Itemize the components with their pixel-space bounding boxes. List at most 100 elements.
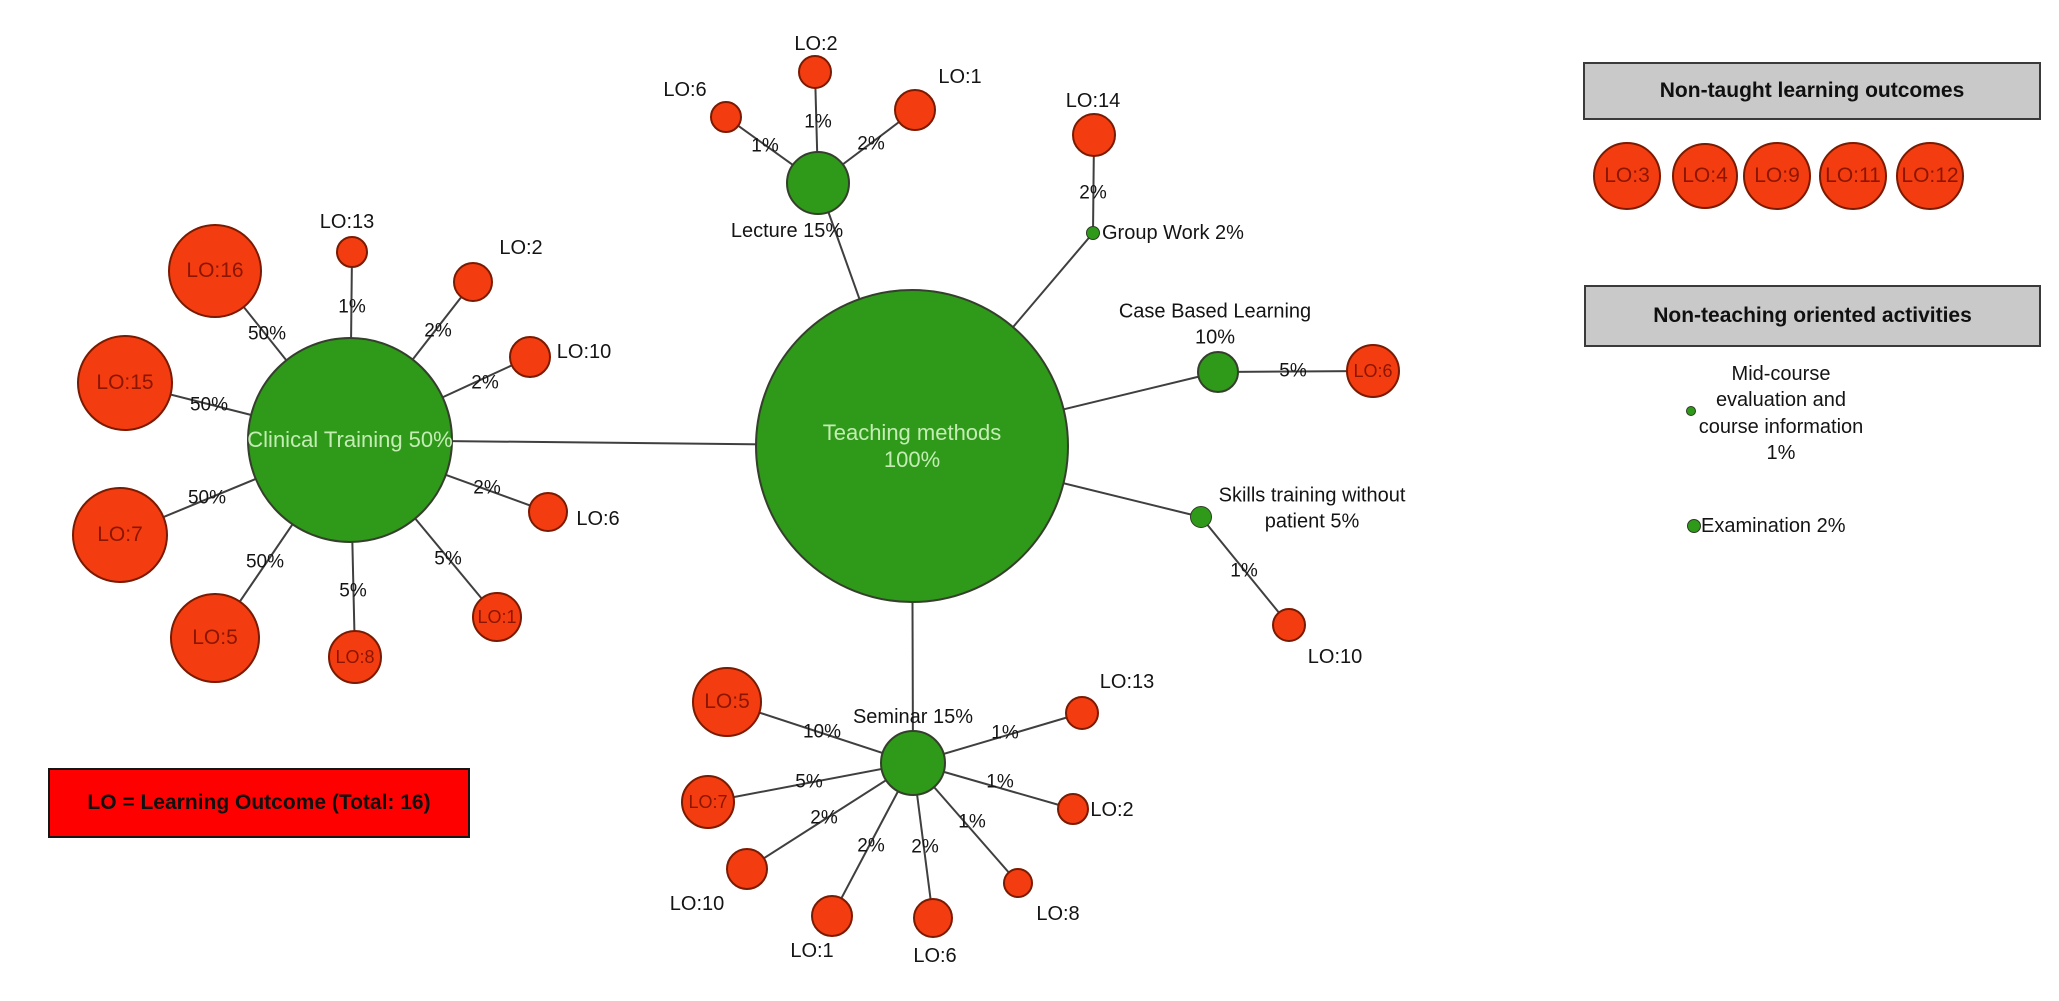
outcome-node-cl-lo8: LO:8 [328, 630, 382, 684]
outcome-node-se-lo2 [1057, 793, 1089, 825]
node-label: LO:12 [1901, 164, 1959, 187]
node-label-le-lo6: LO:6 [663, 78, 707, 101]
non-teaching-activity-dot-1 [1686, 406, 1696, 416]
non-taught-outcome-4: LO:11 [1819, 142, 1887, 210]
node-label-se-lo8: LO:8 [1036, 902, 1080, 925]
outcome-node-le-lo6 [710, 101, 742, 133]
legend-box: LO = Learning Outcome (Total: 16) [48, 768, 470, 838]
outcome-node-cl-lo16: LO:16 [168, 224, 262, 318]
non-taught-panel-header: Non-taught learning outcomes [1583, 62, 2041, 120]
edge-weight-label: 2% [471, 372, 499, 394]
outcome-node-se-lo5: LO:5 [692, 667, 762, 737]
edge-weight-label: 5% [1279, 360, 1307, 382]
method-node-teaching: Teaching methods 100% [755, 289, 1069, 603]
outcome-node-se-lo6 [913, 898, 953, 938]
non-teaching-activity-label-2: Examination 2% [1701, 514, 1846, 537]
node-label-le-lo1: LO:1 [938, 65, 982, 88]
edge-weight-label: 1% [986, 771, 1014, 793]
edge-weight-label: 1% [1230, 560, 1258, 582]
legend-text: LO = Learning Outcome (Total: 16) [87, 791, 431, 814]
node-label: LO:15 [96, 371, 154, 394]
non-taught-panel-title: Non-taught learning outcomes [1659, 79, 1965, 102]
edge-weight-label: 1% [804, 111, 832, 133]
outcome-node-se-lo8 [1003, 868, 1033, 898]
node-label-se-lo6: LO:6 [913, 944, 957, 967]
edge-weight-label: 2% [810, 807, 838, 829]
node-label: Clinical Training 50% [247, 427, 453, 453]
edge-weight-label: 2% [857, 835, 885, 857]
node-label: LO:6 [1353, 360, 1393, 381]
edge-weight-label: 2% [857, 133, 885, 155]
node-label: LO:7 [688, 791, 728, 812]
node-label-cl-lo13: LO:13 [319, 210, 375, 233]
node-label: LO:4 [1682, 164, 1728, 187]
node-label: LO:7 [97, 523, 143, 546]
edge-weight-label: 5% [339, 580, 367, 602]
edge-weight-label: 5% [434, 548, 462, 570]
edge-line-skills-sk-lo10 [1200, 516, 1290, 626]
node-label: LO:5 [704, 690, 750, 713]
edge-weight-label: 1% [991, 722, 1019, 744]
outcome-node-se-lo10 [726, 848, 768, 890]
node-label: LO:3 [1604, 164, 1650, 187]
node-label: LO:9 [1754, 164, 1800, 187]
edge-weight-label: 50% [245, 551, 285, 573]
outcome-node-cl-lo10 [509, 336, 551, 378]
node-label-cl-lo6: LO:6 [576, 507, 620, 530]
non-taught-outcome-5: LO:12 [1896, 142, 1964, 210]
outcome-node-se-lo13 [1065, 696, 1099, 730]
node-label-se-lo1: LO:1 [790, 939, 834, 962]
non-teaching-activity-label-1: Mid-course evaluation and course informati… [1698, 363, 1864, 465]
node-label-skills: Skills training without patient 5% [1218, 484, 1406, 533]
non-teaching-panel-header: Non-teaching oriented activities [1584, 285, 2041, 347]
node-label: LO:8 [335, 646, 375, 667]
node-label: LO:16 [186, 259, 244, 282]
outcome-node-le-lo2 [798, 55, 832, 89]
outcome-node-se-lo7: LO:7 [681, 775, 735, 829]
edge-weight-label: 50% [189, 394, 229, 416]
node-label-lecture: Lecture 15% [730, 219, 844, 242]
outcome-node-cl-lo5: LO:5 [170, 593, 260, 683]
outcome-node-cl-lo15: LO:15 [77, 335, 173, 431]
edge-line-seminar-se-lo7 [707, 762, 914, 803]
outcome-node-gw-lo14 [1072, 113, 1116, 157]
node-label-le-lo2: LO:2 [794, 32, 838, 55]
node-label-cl-lo10: LO:10 [556, 340, 612, 363]
edge-weight-label: 10% [802, 721, 842, 743]
outcome-node-cl-lo13 [336, 236, 368, 268]
method-node-cbl [1197, 351, 1239, 393]
node-label-se-lo2: LO:2 [1090, 798, 1134, 821]
non-taught-outcome-3: LO:9 [1743, 142, 1811, 210]
outcome-node-cbl-lo6: LO:6 [1346, 344, 1400, 398]
edge-weight-label: 5% [795, 771, 823, 793]
node-label-gw-lo14: LO:14 [1065, 89, 1121, 112]
outcome-node-cl-lo7: LO:7 [72, 487, 168, 583]
non-teaching-panel-title: Non-teaching oriented activities [1653, 304, 1972, 327]
edge-weight-label: 50% [187, 487, 227, 509]
node-label-cbl: Case Based Learning 10% [1118, 300, 1312, 349]
outcome-node-le-lo1 [894, 89, 936, 131]
outcome-node-cl-lo6 [528, 492, 568, 532]
node-label: LO:5 [192, 626, 238, 649]
edge-weight-label: 2% [911, 836, 939, 858]
node-label: Teaching methods 100% [822, 419, 1002, 473]
node-label-cl-lo2: LO:2 [499, 236, 543, 259]
outcome-node-se-lo1 [811, 895, 853, 937]
node-label-groupwork: Group Work 2% [1102, 221, 1244, 244]
edge-weight-label: 1% [751, 135, 779, 157]
edge-weight-label: 50% [247, 323, 287, 345]
edge-weight-label: 2% [473, 477, 501, 499]
non-taught-outcome-2: LO:4 [1672, 143, 1738, 209]
node-label-se-lo10: LO:10 [669, 892, 725, 915]
node-label-se-lo13: LO:13 [1099, 670, 1155, 693]
edge-weight-label: 1% [338, 296, 366, 318]
method-node-skills [1190, 506, 1212, 528]
edge-weight-label: 2% [424, 320, 452, 342]
method-node-clinical: Clinical Training 50% [247, 337, 453, 543]
outcome-node-sk-lo10 [1272, 608, 1306, 642]
node-label: LO:11 [1825, 164, 1881, 187]
edge-weight-label: 2% [1079, 182, 1107, 204]
outcome-node-cl-lo2 [453, 262, 493, 302]
